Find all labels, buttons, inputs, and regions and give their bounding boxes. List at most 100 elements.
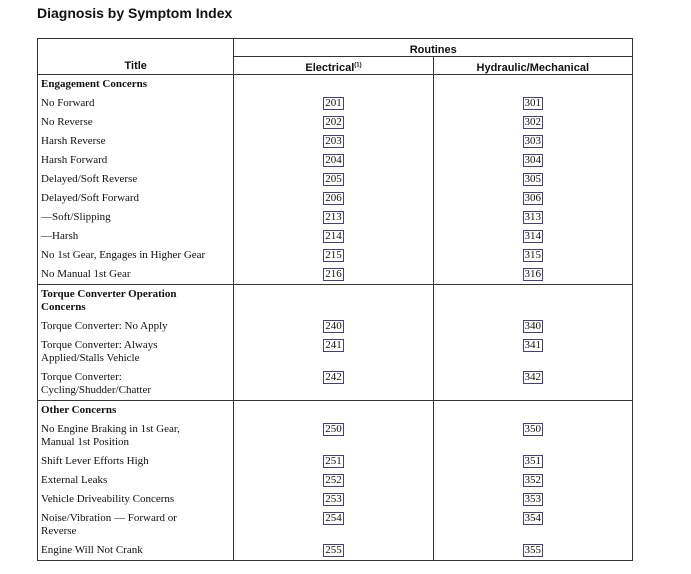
cell xyxy=(432,74,634,94)
symptom-row: Shift Lever Efforts High 251 351 xyxy=(36,452,634,471)
routine-cell: 350 xyxy=(432,420,634,452)
header-title: Title xyxy=(36,38,235,75)
routine-link[interactable]: 306 xyxy=(522,192,544,205)
symptom-row: External Leaks 252 352 xyxy=(36,471,634,490)
routine-link[interactable]: 202 xyxy=(323,116,344,129)
routine-link[interactable]: 351 xyxy=(522,455,544,468)
routine-link[interactable]: 303 xyxy=(522,135,544,148)
routine-cell: 302 xyxy=(432,113,634,132)
routine-link[interactable]: 240 xyxy=(323,320,344,333)
routine-cell: 355 xyxy=(432,541,634,561)
routine-link[interactable]: 242 xyxy=(323,371,344,384)
routine-link[interactable]: 214 xyxy=(323,230,344,243)
header-electrical-text: Electrical xyxy=(305,62,355,74)
symptom: Torque Converter: No Apply xyxy=(36,317,235,336)
routine-link[interactable]: 302 xyxy=(522,116,544,129)
routine-cell: 216 xyxy=(233,265,434,285)
routine-link[interactable]: 251 xyxy=(323,455,344,468)
routine-cell: 315 xyxy=(432,246,634,265)
routine-cell: 301 xyxy=(432,94,634,113)
routine-cell: 313 xyxy=(432,208,634,227)
header-electrical: Electrical(1) xyxy=(233,56,434,75)
symptom-row: No Forward 201 301 xyxy=(36,94,634,113)
symptom: No Reverse xyxy=(36,113,235,132)
routine-link[interactable]: 304 xyxy=(522,154,544,167)
routine-cell: 255 xyxy=(233,541,434,561)
routine-link[interactable]: 203 xyxy=(323,135,344,148)
routine-link[interactable]: 253 xyxy=(323,493,344,506)
routine-link[interactable]: 206 xyxy=(323,192,344,205)
routine-cell: 214 xyxy=(233,227,434,246)
symptom-row: Harsh Forward 204 304 xyxy=(36,151,634,170)
routine-link[interactable]: 354 xyxy=(522,512,544,525)
routine-link[interactable]: 252 xyxy=(323,474,344,487)
symptom: No Engine Braking in 1st Gear, Manual 1s… xyxy=(36,420,235,452)
routine-cell: 306 xyxy=(432,189,634,208)
routine-link[interactable]: 341 xyxy=(522,339,544,352)
routine-cell: 314 xyxy=(432,227,634,246)
routine-link[interactable]: 315 xyxy=(522,249,544,262)
routine-link[interactable]: 350 xyxy=(522,423,544,436)
routine-cell: 203 xyxy=(233,132,434,151)
routine-cell: 351 xyxy=(432,452,634,471)
routine-link[interactable]: 314 xyxy=(522,230,544,243)
routine-link[interactable]: 305 xyxy=(522,173,544,186)
cell xyxy=(432,400,634,420)
routine-cell: 341 xyxy=(432,336,634,368)
routine-link[interactable]: 355 xyxy=(522,544,544,557)
section-row: Torque Converter Operation Concerns xyxy=(36,284,634,317)
routine-link[interactable]: 342 xyxy=(522,371,544,384)
routine-cell: 340 xyxy=(432,317,634,336)
symptom-row: No Engine Braking in 1st Gear, Manual 1s… xyxy=(36,420,634,452)
header-routines: Routines xyxy=(233,38,633,57)
routine-cell: 251 xyxy=(233,452,434,471)
routine-cell: 201 xyxy=(233,94,434,113)
routine-cell: 253 xyxy=(233,490,434,509)
header-hydraulic: Hydraulic/Mechanical xyxy=(432,56,634,75)
routine-link[interactable]: 201 xyxy=(323,97,344,110)
routine-link[interactable]: 254 xyxy=(323,512,344,525)
routine-link[interactable]: 316 xyxy=(522,268,544,281)
symptom-row: Vehicle Driveability Concerns 253 353 xyxy=(36,490,634,509)
symptom: Harsh Forward xyxy=(36,151,235,170)
symptom: Torque Converter: Always Applied/Stalls … xyxy=(36,336,235,368)
symptom-row: Torque Converter: Always Applied/Stalls … xyxy=(36,336,634,368)
table-body: Engagement Concerns No Forward 201 301 No Re… xyxy=(36,74,634,561)
routine-link[interactable]: 353 xyxy=(522,493,544,506)
symptom-table: Title Routines Electrical(1) Hydraulic/M… xyxy=(36,38,634,561)
symptom-row: —Harsh 214 314 xyxy=(36,227,634,246)
footnote-mark: (1) xyxy=(354,62,362,69)
routine-link[interactable]: 301 xyxy=(522,97,544,110)
section-row: Other Concerns xyxy=(36,400,634,420)
cell xyxy=(432,284,634,317)
routine-cell: 352 xyxy=(432,471,634,490)
symptom: External Leaks xyxy=(36,471,235,490)
routine-link[interactable]: 352 xyxy=(522,474,544,487)
symptom: Torque Converter: Cycling/Shudder/Chatte… xyxy=(36,368,235,401)
symptom: No Manual 1st Gear xyxy=(36,265,235,285)
symptom-row: Delayed/Soft Forward 206 306 xyxy=(36,189,634,208)
routine-cell: 252 xyxy=(233,471,434,490)
routine-link[interactable]: 250 xyxy=(323,423,344,436)
routine-cell: 354 xyxy=(432,509,634,541)
routine-link[interactable]: 340 xyxy=(522,320,544,333)
routine-link[interactable]: 205 xyxy=(323,173,344,186)
routine-cell: 304 xyxy=(432,151,634,170)
routine-link[interactable]: 204 xyxy=(323,154,344,167)
routine-link[interactable]: 216 xyxy=(323,268,344,281)
symptom: No Forward xyxy=(36,94,235,113)
symptom-row: Torque Converter: No Apply 240 340 xyxy=(36,317,634,336)
routine-cell: 241 xyxy=(233,336,434,368)
routine-cell: 250 xyxy=(233,420,434,452)
routine-link[interactable]: 313 xyxy=(522,211,544,224)
routine-cell: 240 xyxy=(233,317,434,336)
symptom: Shift Lever Efforts High xyxy=(36,452,235,471)
routine-link[interactable]: 215 xyxy=(323,249,344,262)
symptom-row: Noise/Vibration — Forward or Reverse 254 3… xyxy=(36,509,634,541)
routine-link[interactable]: 213 xyxy=(323,211,344,224)
routine-cell: 202 xyxy=(233,113,434,132)
routine-link[interactable]: 241 xyxy=(323,339,344,352)
section-heading: Other Concerns xyxy=(36,400,235,420)
routine-link[interactable]: 255 xyxy=(323,544,344,557)
